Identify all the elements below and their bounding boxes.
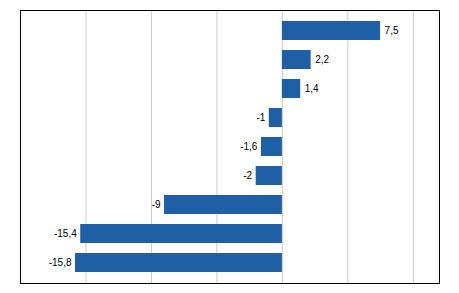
svg-text:-1,6: -1,6 (240, 141, 258, 152)
svg-text:-1: -1 (256, 112, 265, 123)
svg-text:2,2: 2,2 (315, 54, 329, 65)
svg-text:-2: -2 (243, 170, 252, 181)
svg-text:-15,4: -15,4 (54, 228, 77, 239)
svg-text:-15,8: -15,8 (49, 257, 72, 268)
svg-text:1,4: 1,4 (305, 83, 319, 94)
svg-text:-9: -9 (152, 199, 161, 210)
svg-text:7,5: 7,5 (385, 25, 399, 36)
